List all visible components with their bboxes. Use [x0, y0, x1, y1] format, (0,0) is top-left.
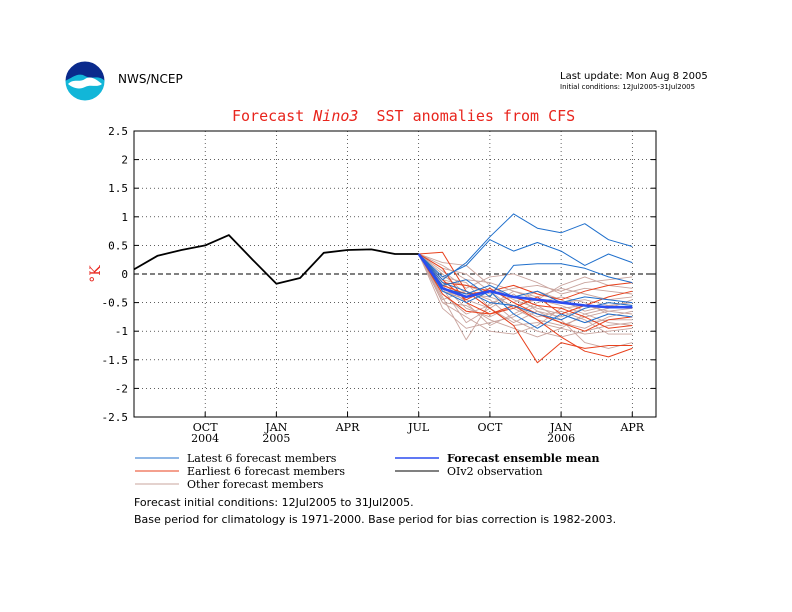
- initial-conditions-label: Initial conditions: 12Jul2005-31Jul2005: [560, 83, 696, 91]
- latest-member-line: [418, 253, 633, 298]
- x-tick-label: OCT: [193, 421, 218, 434]
- other-member-line: [418, 253, 633, 338]
- chart-title: Forecast Nino3 SST anomalies from CFS: [232, 107, 575, 125]
- ensemble-mean-line: [417, 253, 633, 309]
- other-member-line: [418, 253, 633, 312]
- y-tick-label: -1: [115, 325, 128, 338]
- footnote-initial-conditions: Forecast initial conditions: 12Jul2005 t…: [134, 496, 414, 509]
- x-tick-label: APR: [619, 421, 644, 434]
- y-tick-label: -1.5: [102, 354, 129, 367]
- y-axis-label: °K: [88, 265, 104, 283]
- y-tick-label: 2.5: [108, 125, 128, 138]
- legend-layer: Latest 6 forecast members Forecast ensemb…: [135, 452, 600, 491]
- x-year-label: 2006: [547, 432, 575, 445]
- x-year-label: 2004: [191, 432, 219, 445]
- legend-label-latest: Latest 6 forecast members: [187, 452, 337, 465]
- x-tick-label: JUL: [407, 421, 430, 434]
- agency-label: NWS/NCEP: [118, 72, 183, 86]
- legend-label-earliest: Earliest 6 forecast members: [187, 465, 345, 478]
- y-tick-label: -2.5: [102, 411, 129, 424]
- y-tick-label: -2: [115, 382, 128, 395]
- title-region: Nino3: [313, 107, 359, 125]
- latest-member-line: [418, 253, 633, 329]
- y-tick-label: 2: [121, 154, 128, 167]
- y-tick-label: 0.5: [108, 239, 128, 252]
- legend-label-mean: Forecast ensemble mean: [447, 452, 600, 465]
- other-member-line: [418, 253, 633, 338]
- earliest-member-line: [418, 253, 633, 332]
- axis-layer: -2.5-2-1.5-1-0.500.511.522.5OCT2004JAN20…: [88, 125, 657, 445]
- grid-layer: [134, 131, 656, 417]
- x-tick-label: JAN: [264, 421, 287, 434]
- series-layer: [133, 213, 633, 364]
- legend-label-obs: OIv2 observation: [447, 465, 543, 478]
- footnote-base-period: Base period for climatology is 1971-2000…: [134, 513, 617, 526]
- observation-line: [133, 234, 419, 285]
- title-prefix: Forecast: [232, 107, 314, 125]
- earliest-member-line: [418, 253, 633, 358]
- x-tick-label: JAN: [549, 421, 572, 434]
- x-tick-label: OCT: [478, 421, 503, 434]
- legend-label-other: Other forecast members: [187, 478, 324, 491]
- y-tick-label: -0.5: [102, 297, 129, 310]
- last-update-label: Last update: Mon Aug 8 2005: [560, 71, 708, 82]
- noaa-logo: [64, 60, 106, 102]
- y-tick-label: 1: [121, 211, 128, 224]
- y-tick-label: 1.5: [108, 182, 128, 195]
- other-member-line: [418, 253, 633, 324]
- earliest-member-line: [418, 253, 633, 315]
- title-suffix: SST anomalies from CFS: [358, 107, 576, 125]
- latest-member-line: [418, 253, 633, 304]
- x-year-label: 2005: [262, 432, 290, 445]
- plot-frame: [133, 130, 657, 418]
- y-tick-label: 0: [121, 268, 128, 281]
- earliest-member-line: [418, 253, 633, 301]
- latest-member-line: [418, 239, 633, 278]
- x-tick-label: APR: [335, 421, 360, 434]
